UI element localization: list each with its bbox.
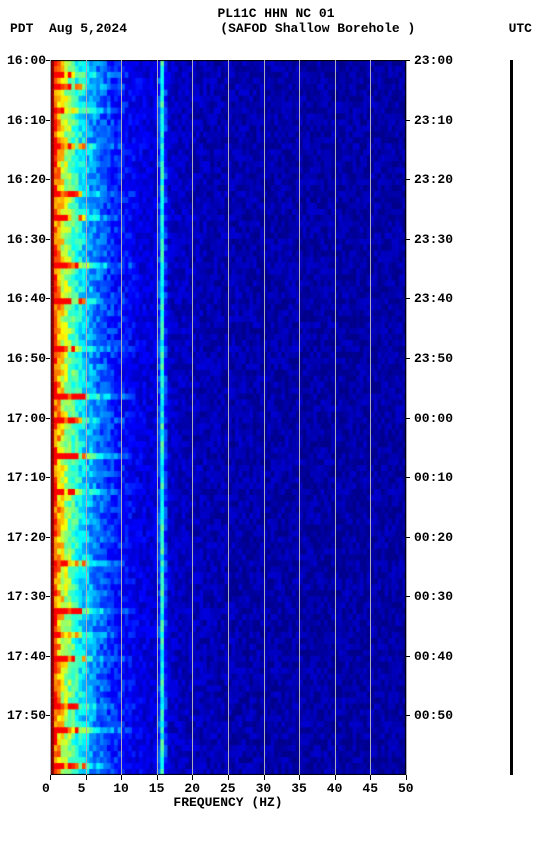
freq-tick: 45: [362, 781, 378, 796]
freq-tick: 15: [149, 781, 165, 796]
right-time-tick: 00:30: [414, 589, 453, 604]
gridline: [299, 60, 300, 775]
right-time-tick: 23:40: [414, 291, 453, 306]
station-name: (SAFOD Shallow Borehole ): [220, 21, 415, 36]
gridline: [121, 60, 122, 775]
gridline: [192, 60, 193, 775]
freq-tick: 20: [184, 781, 200, 796]
left-time-tick: 16:10: [7, 113, 46, 128]
left-time-tick: 17:10: [7, 470, 46, 485]
freq-tick: 10: [113, 781, 129, 796]
left-time-tick: 17:00: [7, 411, 46, 426]
freq-tick: 40: [327, 781, 343, 796]
right-time-tick: 23:00: [414, 53, 453, 68]
freq-tick: 5: [78, 781, 86, 796]
gridline: [335, 60, 336, 775]
right-timezone: UTC: [509, 21, 532, 36]
left-timezone: PDT: [10, 21, 33, 36]
freq-tick: 50: [398, 781, 414, 796]
left-time-tick: 17:50: [7, 708, 46, 723]
right-time-tick: 00:40: [414, 649, 453, 664]
chart-header: PL11C HHN NC 01 PDT Aug 5,2024 (SAFOD Sh…: [0, 0, 552, 36]
gridline: [228, 60, 229, 775]
left-time-tick: 17:30: [7, 589, 46, 604]
freq-tick: 25: [220, 781, 236, 796]
chart-subheader: PDT Aug 5,2024 (SAFOD Shallow Borehole )…: [0, 21, 552, 36]
left-time-tick: 16:40: [7, 291, 46, 306]
gridline: [157, 60, 158, 775]
gridline: [86, 60, 87, 775]
left-time-tick: 16:30: [7, 232, 46, 247]
right-time-tick: 00:50: [414, 708, 453, 723]
gridline: [264, 60, 265, 775]
chart-title: PL11C HHN NC 01: [0, 6, 552, 21]
right-time-tick: 00:00: [414, 411, 453, 426]
right-time-tick: 00:10: [414, 470, 453, 485]
gridline: [50, 60, 51, 775]
right-time-tick: 23:10: [414, 113, 453, 128]
freq-tick: 30: [256, 781, 272, 796]
left-time-tick: 17:40: [7, 649, 46, 664]
chart-date: Aug 5,2024: [49, 21, 127, 36]
frequency-axis-label: FREQUENCY (HZ): [50, 795, 406, 810]
right-time-tick: 23:50: [414, 351, 453, 366]
left-time-tick: 16:50: [7, 351, 46, 366]
right-time-tick: 23:30: [414, 232, 453, 247]
right-time-tick: 00:20: [414, 530, 453, 545]
spectrogram-plot: 16:0016:1016:2016:3016:4016:5017:0017:10…: [50, 60, 406, 775]
left-time-tick: 16:20: [7, 172, 46, 187]
gridline: [370, 60, 371, 775]
freq-tick: 35: [291, 781, 307, 796]
left-time-tick: 17:20: [7, 530, 46, 545]
amplitude-sidebar: [510, 60, 513, 775]
freq-tick: 0: [42, 781, 50, 796]
left-time-tick: 16:00: [7, 53, 46, 68]
right-time-tick: 23:20: [414, 172, 453, 187]
